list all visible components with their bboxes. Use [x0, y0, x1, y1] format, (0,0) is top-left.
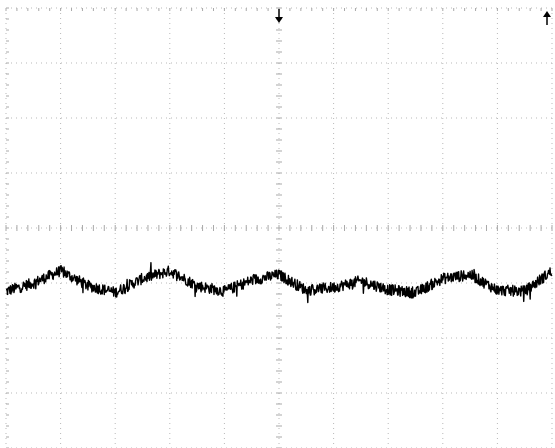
waveform-trace: [5, 262, 553, 304]
markers: [275, 9, 551, 25]
trigger-arrow-icon: [275, 17, 283, 23]
level-arrow-icon: [543, 11, 551, 17]
series-line: [5, 262, 553, 304]
graticule: [5, 7, 553, 448]
